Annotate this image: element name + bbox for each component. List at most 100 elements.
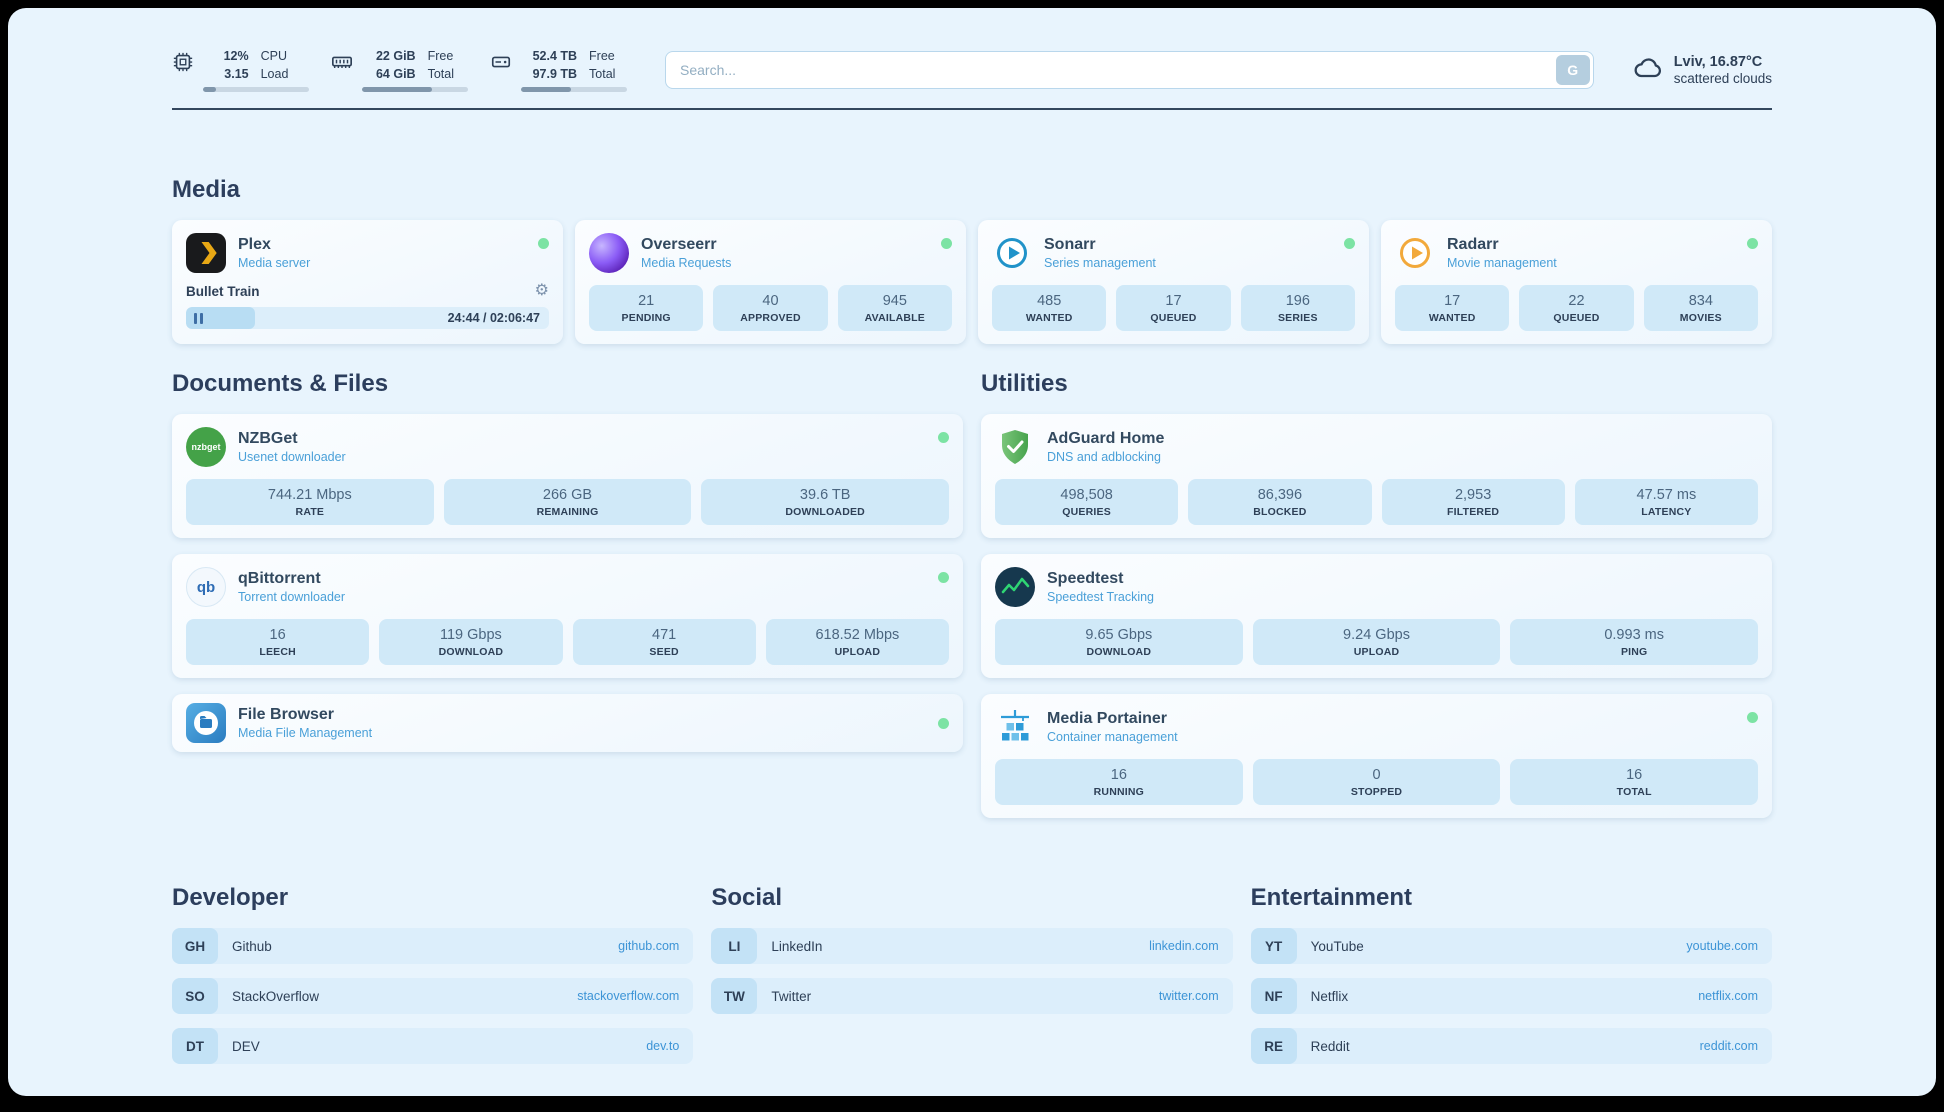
bookmark-linkedin[interactable]: LI LinkedIn linkedin.com bbox=[711, 928, 1233, 964]
service-card-adguard[interactable]: AdGuard Home DNS and adblocking 498,508 … bbox=[981, 414, 1772, 538]
pause-icon[interactable] bbox=[194, 312, 203, 324]
cpu-load-label: Load bbox=[260, 66, 289, 81]
cpu-load-value: 3.15 bbox=[224, 66, 249, 81]
cpu-usage-value: 12% bbox=[223, 49, 249, 63]
stat-label: QUEUED bbox=[1553, 312, 1600, 324]
stat-box: 17 WANTED bbox=[1395, 285, 1510, 331]
bookmark-name: YouTube bbox=[1310, 938, 1364, 954]
stat-label: STOPPED bbox=[1350, 786, 1403, 798]
adguard-shield-icon bbox=[995, 427, 1035, 467]
disk-free-label: Free bbox=[589, 49, 615, 63]
service-subtitle: Speedtest Tracking bbox=[1047, 590, 1155, 604]
status-dot bbox=[938, 572, 949, 583]
stat-value: 17 bbox=[1165, 293, 1182, 309]
cpu-chip-icon bbox=[172, 51, 194, 78]
service-card-plex[interactable]: Plex Media server Bullet Train ⚙ 24:44 /… bbox=[172, 220, 563, 344]
stat-value: 39.6 TB bbox=[799, 487, 851, 503]
stat-value: 9.65 Gbps bbox=[1085, 627, 1153, 643]
service-subtitle: Container management bbox=[1047, 730, 1178, 744]
bookmark-badge: DT bbox=[172, 1028, 218, 1064]
cpu-widget: 12% CPU 3.15 Load bbox=[172, 48, 309, 92]
stat-value: 0 bbox=[1372, 767, 1381, 783]
plex-icon bbox=[186, 233, 226, 273]
service-name: Plex bbox=[238, 236, 271, 253]
stat-value: 21 bbox=[638, 293, 655, 309]
status-dot bbox=[941, 238, 952, 249]
stat-box: 119 Gbps DOWNLOAD bbox=[379, 619, 563, 665]
weather-location: Lviv, 16.87°C bbox=[1673, 54, 1763, 70]
service-card-nzbget[interactable]: nzbget NZBGet Usenet downloader 744.21 M… bbox=[172, 414, 963, 538]
utilities-section-title: Utilities bbox=[981, 370, 1068, 397]
bookmark-badge: RE bbox=[1250, 1028, 1297, 1064]
service-card-filebrowser[interactable]: File Browser Media File Management bbox=[172, 694, 963, 752]
service-card-portainer[interactable]: Media Portainer Container management 16 … bbox=[981, 694, 1772, 818]
stat-box: 2,953 FILTERED bbox=[1381, 479, 1565, 525]
social-section-title: Social bbox=[711, 884, 783, 911]
search-bar: G bbox=[665, 51, 1594, 89]
ram-total-value: 64 GiB bbox=[375, 66, 416, 81]
search-input[interactable] bbox=[665, 51, 1594, 89]
speedtest-icon bbox=[995, 567, 1035, 607]
stat-box: 498,508 QUERIES bbox=[995, 479, 1179, 525]
stat-value: 16 bbox=[1110, 767, 1127, 783]
bookmark-url: stackoverflow.com bbox=[577, 989, 680, 1003]
service-subtitle: DNS and adblocking bbox=[1047, 450, 1161, 464]
stat-label: UPLOAD bbox=[1353, 646, 1400, 658]
stat-box: 16 LEECH bbox=[186, 619, 370, 665]
sonarr-icon bbox=[992, 233, 1032, 273]
stat-box: 16 TOTAL bbox=[1510, 759, 1759, 805]
status-dot bbox=[1344, 238, 1355, 249]
section-documents: Documents & Files nzbget NZBGet Usenet d… bbox=[172, 370, 963, 834]
search-engine-button[interactable]: G bbox=[1555, 55, 1590, 85]
header-divider bbox=[172, 108, 1772, 110]
disk-free-value: 52.4 TB bbox=[532, 49, 578, 63]
ram-icon bbox=[331, 51, 353, 78]
stat-label: REMAINING bbox=[536, 506, 599, 518]
weather-widget: Lviv, 16.87°C scattered clouds bbox=[1632, 52, 1772, 89]
service-card-speedtest[interactable]: Speedtest Speedtest Tracking 9.65 Gbps D… bbox=[981, 554, 1772, 678]
cpu-usage-label: CPU bbox=[260, 49, 288, 63]
service-subtitle: Series management bbox=[1044, 256, 1156, 270]
service-card-radarr[interactable]: Radarr Movie management 17 WANTED 22 QUE… bbox=[1381, 220, 1772, 344]
bookmark-youtube[interactable]: YT YouTube youtube.com bbox=[1250, 928, 1772, 964]
stat-label: WANTED bbox=[1428, 312, 1476, 324]
stat-box: 0 STOPPED bbox=[1252, 759, 1501, 805]
radarr-icon bbox=[1395, 233, 1435, 273]
bookmark-stackoverflow[interactable]: SO StackOverflow stackoverflow.com bbox=[172, 978, 694, 1014]
bookmark-netflix[interactable]: NF Netflix netflix.com bbox=[1250, 978, 1772, 1014]
disk-icon bbox=[490, 51, 512, 78]
bookmark-url: twitter.com bbox=[1158, 989, 1219, 1003]
stat-label: BLOCKED bbox=[1253, 506, 1307, 518]
portainer-crane-icon bbox=[995, 707, 1035, 747]
stat-value: 485 bbox=[1037, 293, 1062, 309]
service-card-overseerr[interactable]: Overseerr Media Requests 21 PENDING 40 A… bbox=[575, 220, 966, 344]
playback-time: 24:44 / 02:06:47 bbox=[447, 311, 540, 325]
stat-value: 119 Gbps bbox=[439, 627, 502, 643]
stat-value: 498,508 bbox=[1060, 487, 1113, 503]
ram-progress-bar bbox=[362, 87, 468, 92]
service-name: NZBGet bbox=[238, 430, 298, 447]
weather-condition: scattered clouds bbox=[1673, 71, 1772, 86]
stat-value: 945 bbox=[882, 293, 907, 309]
service-subtitle: Torrent downloader bbox=[238, 590, 346, 604]
bookmark-reddit[interactable]: RE Reddit reddit.com bbox=[1250, 1028, 1772, 1064]
bookmark-twitter[interactable]: TW Twitter twitter.com bbox=[711, 978, 1233, 1014]
service-card-qbittorrent[interactable]: qb qBittorrent Torrent downloader 16 LEE… bbox=[172, 554, 963, 678]
stat-box: 266 GB REMAINING bbox=[443, 479, 692, 525]
developer-section-title: Developer bbox=[172, 884, 289, 911]
gear-icon[interactable]: ⚙ bbox=[534, 282, 549, 299]
stat-box: 17 QUEUED bbox=[1116, 285, 1231, 331]
stat-value: 47.57 ms bbox=[1636, 487, 1697, 503]
status-dot bbox=[1747, 238, 1758, 249]
bookmark-url: reddit.com bbox=[1699, 1039, 1758, 1053]
bookmark-url: linkedin.com bbox=[1149, 939, 1219, 953]
service-card-sonarr[interactable]: Sonarr Series management 485 WANTED 17 Q… bbox=[978, 220, 1369, 344]
bookmark-github[interactable]: GH Github github.com bbox=[172, 928, 694, 964]
stat-box: 39.6 TB DOWNLOADED bbox=[701, 479, 950, 525]
service-subtitle: Media server bbox=[238, 256, 311, 270]
stat-box: 86,396 BLOCKED bbox=[1188, 479, 1372, 525]
bookmark-dev[interactable]: DT DEV dev.to bbox=[172, 1028, 694, 1064]
status-dot bbox=[1747, 712, 1758, 723]
bookmark-name: DEV bbox=[232, 1038, 260, 1054]
stat-box: 834 MOVIES bbox=[1643, 285, 1758, 331]
